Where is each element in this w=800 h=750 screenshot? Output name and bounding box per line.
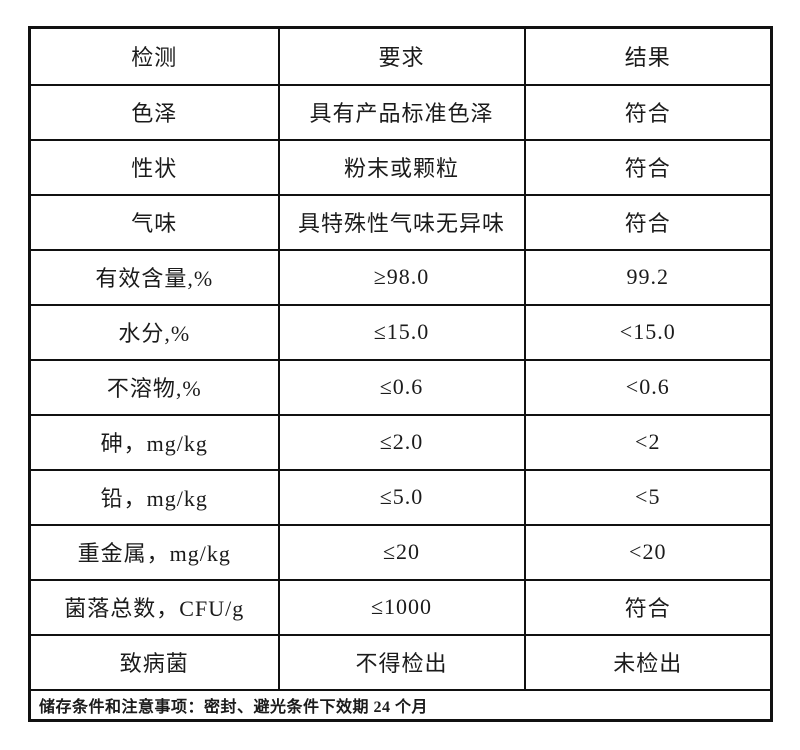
table-row: 气味 具特殊性气味无异味 符合 [28, 193, 773, 251]
result-cell: <0.6 [523, 358, 773, 416]
result-cell: 符合 [523, 578, 773, 636]
requirement-cell: ≤5.0 [277, 468, 526, 526]
test-name-cell: 有效含量,% [28, 248, 280, 306]
header-cell-result: 结果 [523, 26, 773, 86]
footer-row: 储存条件和注意事项：密封、避光条件下效期 24 个月 [28, 688, 773, 721]
header-row: 检测 要求 结果 [28, 26, 773, 86]
table-row: 菌落总数，CFU/g ≤1000 符合 [28, 578, 773, 636]
test-name-cell: 不溶物,% [28, 358, 280, 416]
table-row: 重金属，mg/kg ≤20 <20 [28, 523, 773, 581]
table-row: 水分,% ≤15.0 <15.0 [28, 303, 773, 361]
table-row: 性状 粉末或颗粒 符合 [28, 138, 773, 196]
test-name-cell: 色泽 [28, 83, 280, 141]
table-row: 不溶物,% ≤0.6 <0.6 [28, 358, 773, 416]
requirement-cell: ≤15.0 [277, 303, 526, 361]
header-cell-requirement: 要求 [277, 26, 526, 86]
result-cell: <5 [523, 468, 773, 526]
requirement-cell: 具特殊性气味无异味 [277, 193, 526, 251]
requirement-cell: ≤0.6 [277, 358, 526, 416]
test-name-cell: 气味 [28, 193, 280, 251]
test-name-cell: 菌落总数，CFU/g [28, 578, 280, 636]
table-row: 铅，mg/kg ≤5.0 <5 [28, 468, 773, 526]
test-name-cell: 重金属，mg/kg [28, 523, 280, 581]
requirement-cell: ≤1000 [277, 578, 526, 636]
test-name-cell: 致病菌 [28, 633, 280, 691]
header-cell-test: 检测 [28, 26, 280, 86]
storage-note: 储存条件和注意事项：密封、避光条件下效期 24 个月 [28, 688, 773, 721]
result-cell: 未检出 [523, 633, 773, 691]
table-row: 致病菌 不得检出 未检出 [28, 633, 773, 691]
result-cell: 99.2 [523, 248, 773, 306]
test-name-cell: 砷，mg/kg [28, 413, 280, 471]
table-row: 有效含量,% ≥98.0 99.2 [28, 248, 773, 306]
requirement-cell: ≤2.0 [277, 413, 526, 471]
product-spec-table: 检测 要求 结果 色泽 具有产品标准色泽 符合 性状 粉末或颗粒 符合 气味 具特殊性气味无异… [28, 26, 773, 722]
test-name-cell: 性状 [28, 138, 280, 196]
table-row: 色泽 具有产品标准色泽 符合 [28, 83, 773, 141]
test-name-cell: 水分,% [28, 303, 280, 361]
result-cell: <15.0 [523, 303, 773, 361]
result-cell: 符合 [523, 138, 773, 196]
requirement-cell: 不得检出 [277, 633, 526, 691]
requirement-cell: ≤20 [277, 523, 526, 581]
table-row: 砷，mg/kg ≤2.0 <2 [28, 413, 773, 471]
result-cell: <20 [523, 523, 773, 581]
requirement-cell: 具有产品标准色泽 [277, 83, 526, 141]
result-cell: 符合 [523, 83, 773, 141]
result-cell: <2 [523, 413, 773, 471]
requirement-cell: ≥98.0 [277, 248, 526, 306]
result-cell: 符合 [523, 193, 773, 251]
requirement-cell: 粉末或颗粒 [277, 138, 526, 196]
test-name-cell: 铅，mg/kg [28, 468, 280, 526]
